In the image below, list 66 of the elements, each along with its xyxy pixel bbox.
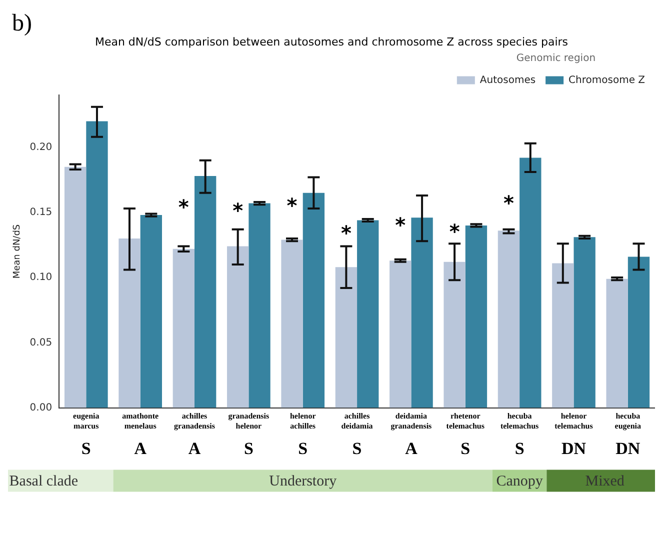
annotation: * [232, 198, 244, 223]
annotation: * [449, 220, 460, 244]
bar [357, 220, 379, 408]
y-tick-label: 0.20 [30, 142, 52, 153]
bar [227, 246, 249, 408]
text: Mixed [585, 474, 625, 490]
y-tick-label: 0.05 [30, 337, 52, 348]
x-tick-label: amathonte menelaus [122, 412, 159, 430]
x-tick-label: hecuba eugenia [614, 412, 642, 430]
text: S [244, 439, 254, 458]
y-tick-label: 0.00 [30, 402, 52, 414]
y-tick-label: 0.15 [30, 207, 52, 218]
bar [194, 176, 216, 408]
bar [302, 192, 325, 408]
bar [140, 215, 162, 408]
bar [520, 158, 542, 408]
bar [444, 262, 466, 408]
text: b) [12, 10, 32, 36]
x-tick-label: deidamia granadensis [390, 412, 432, 430]
x-tick-label: granadensis helenor [228, 412, 270, 430]
text: A [405, 439, 418, 458]
annotation: * [503, 190, 514, 215]
text: S [81, 439, 91, 458]
bar [574, 237, 596, 408]
bar [465, 225, 488, 408]
text: S [460, 439, 470, 458]
text: DN [616, 439, 641, 458]
text: A [134, 439, 148, 458]
text: S [298, 439, 308, 458]
legend-title: Genomic region [516, 52, 596, 64]
annotation: * [178, 194, 190, 219]
text: S [352, 439, 362, 458]
x-tick-label: achilles deidamia [341, 412, 373, 430]
annotation: * [286, 194, 298, 218]
annotation: * [340, 220, 352, 245]
bar [172, 248, 195, 408]
x-tick-label: eugenia marcus [73, 412, 100, 430]
text: Understory [269, 474, 338, 490]
y-axis-title: Mean dN/dS [12, 224, 23, 279]
bar [248, 203, 270, 408]
y-tick-label: 0.10 [30, 272, 52, 284]
bar [118, 238, 140, 408]
bar [281, 240, 303, 408]
x-tick-label: helenor achilles [290, 412, 316, 430]
bar [390, 260, 412, 408]
text: Basal clade [9, 474, 78, 490]
text: A [188, 439, 202, 458]
x-tick-label: helenor telemachus [554, 412, 593, 430]
x-tick-label: rhetenor telemachus [446, 412, 484, 430]
bar [411, 218, 433, 408]
annotation: * [395, 213, 406, 238]
bar [606, 278, 628, 408]
legend-label: Autosomes [480, 74, 536, 86]
bar [86, 121, 108, 408]
text: Canopy [496, 474, 544, 490]
text: S [514, 439, 524, 458]
bar [335, 267, 358, 408]
bar [64, 166, 86, 408]
x-tick-label: hecuba telemachus [500, 412, 539, 430]
bar [552, 263, 574, 408]
chart-title: Mean dN/dS comparison between autosomes and chromosome Z across species pairs [94, 35, 568, 48]
x-tick-label: achilles granadensis [174, 412, 215, 430]
text: DN [561, 439, 587, 458]
bar [628, 256, 650, 408]
bar [498, 230, 520, 408]
legend-label: Chromosome Z [568, 74, 646, 86]
